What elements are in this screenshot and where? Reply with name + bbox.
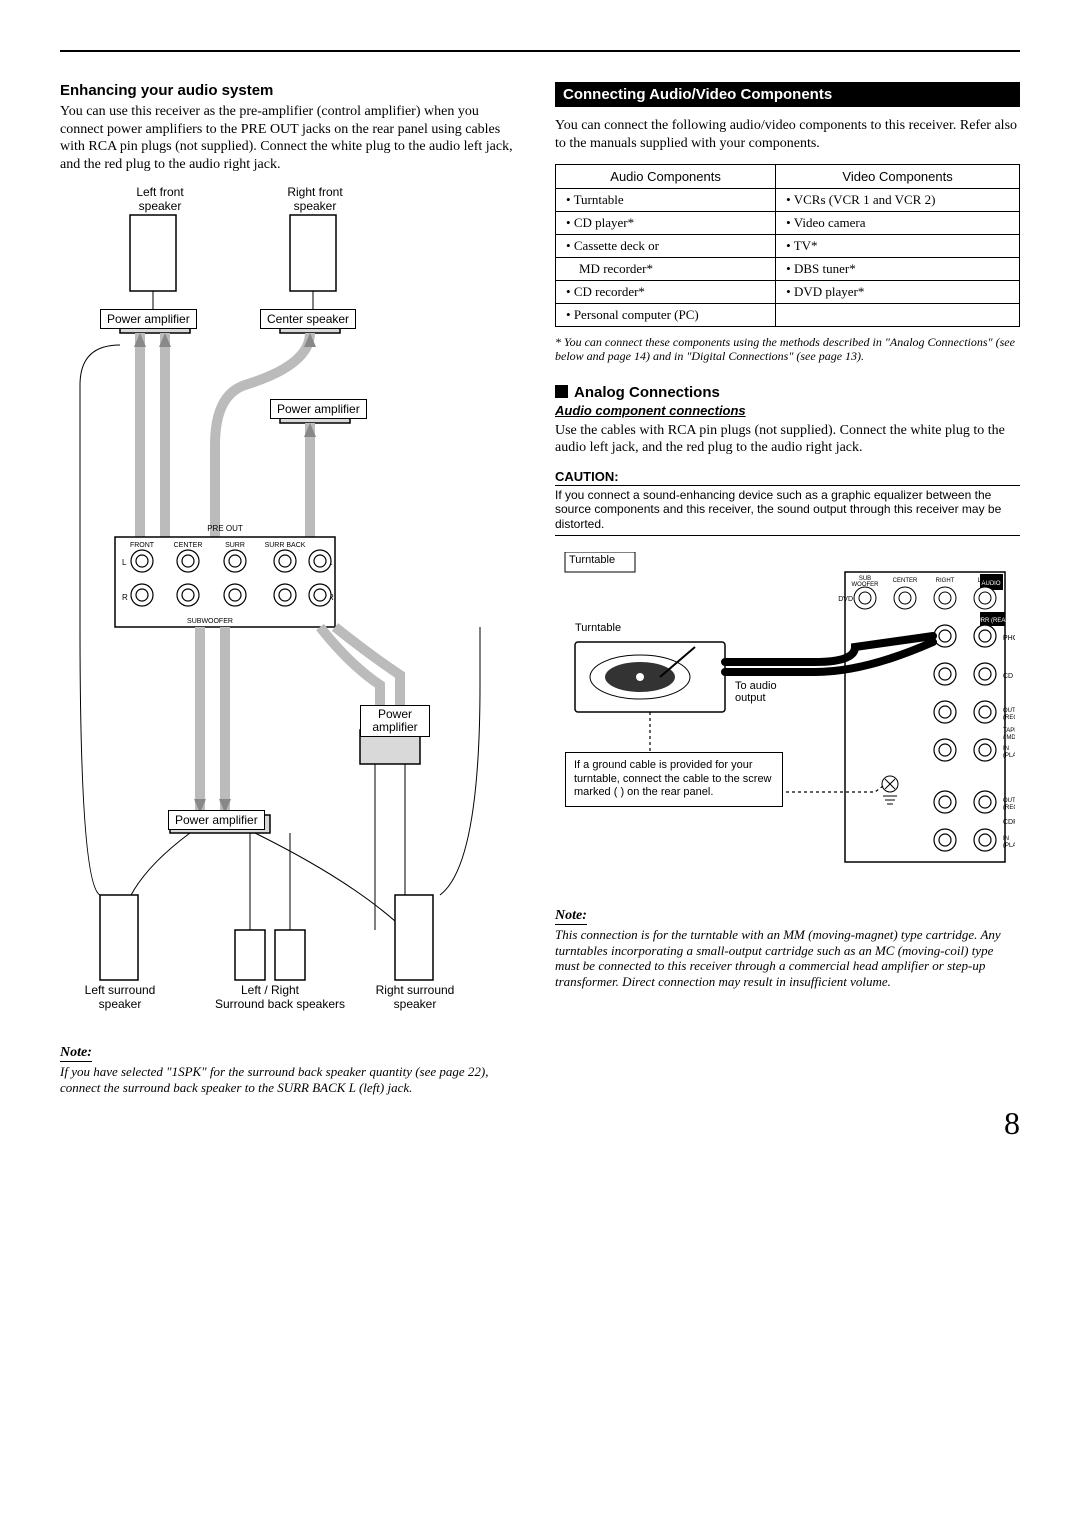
label-pa2: Power amplifier [270, 399, 367, 419]
svg-text:(REC): (REC) [1003, 715, 1015, 721]
svg-text:/ MD: / MD [1003, 735, 1015, 741]
enhancing-paragraph: You can use this receiver as the pre-amp… [60, 103, 525, 173]
svg-text:DVD: DVD [838, 596, 853, 603]
connecting-intro: You can connect the following audio/vide… [555, 117, 1020, 152]
note-heading-right: Note: [555, 908, 587, 925]
svg-text:LEFT: LEFT [978, 578, 993, 584]
page-number: 8 [60, 1105, 1020, 1142]
tt-title: Turntable [569, 554, 615, 566]
ground-note: If a ground cable is provided for your t… [565, 752, 783, 807]
svg-text:WOOFER: WOOFER [852, 582, 880, 588]
th-video: Video Components [776, 165, 1020, 189]
caution-heading: CAUTION: [555, 469, 1020, 486]
label-rf: Right front speaker [270, 185, 360, 213]
note-body: If you have selected "1SPK" for the surr… [60, 1064, 525, 1095]
svg-text:CD: CD [1003, 673, 1013, 680]
svg-text:(PLAY): (PLAY) [1003, 843, 1015, 849]
svg-text:SURR BACK: SURR BACK [265, 542, 306, 549]
svg-text:(REC): (REC) [1003, 805, 1015, 811]
svg-text:FRONT: FRONT [130, 542, 155, 549]
enhancing-heading: Enhancing your audio system [60, 82, 525, 99]
svg-text:OUT: OUT [1003, 708, 1015, 714]
svg-text:PRE OUT: PRE OUT [207, 524, 243, 533]
label-pa3: Power amplifier [360, 705, 430, 737]
svg-text:R: R [122, 593, 128, 602]
caution-body: If you connect a sound-enhancing device … [555, 488, 1020, 536]
svg-text:RIGHT: RIGHT [936, 578, 955, 584]
svg-text:SURR: SURR [225, 542, 245, 549]
svg-text:CENTER: CENTER [174, 542, 203, 549]
svg-text:TAPE: TAPE [1003, 728, 1015, 734]
svg-text:PHONO: PHONO [1003, 635, 1015, 642]
svg-text:SURR (REAR): SURR (REAR) [972, 618, 1011, 624]
svg-text:SUBWOOFER: SUBWOOFER [187, 618, 233, 625]
note-body-right: This connection is for the turntable wit… [555, 927, 1020, 989]
svg-text:CDR: CDR [1003, 819, 1015, 826]
svg-text:(PLAY): (PLAY) [1003, 753, 1015, 759]
label-pa4: Power amplifier [168, 810, 265, 830]
th-audio: Audio Components [556, 165, 776, 189]
tt-label: Turntable [575, 622, 621, 634]
svg-text:L: L [122, 558, 127, 567]
svg-text:IN: IN [1003, 746, 1009, 752]
svg-text:IN: IN [1003, 836, 1009, 842]
to-audio-label: To audio output [735, 680, 805, 704]
label-ls: Left surround speaker [70, 983, 170, 1011]
components-table: Audio Components Video Components • Turn… [555, 164, 1020, 327]
label-lf: Left front speaker [120, 185, 200, 213]
right-note: Note: This connection is for the turntab… [555, 908, 1020, 989]
label-lr: Left / Right [210, 983, 330, 997]
analog-paragraph: Use the cables with RCA pin plugs (not s… [555, 422, 1020, 457]
speaker-diagram: PRE OUT FRONT CENTER SURR SURR BACK L R … [60, 185, 525, 1045]
label-pa1: Power amplifier [100, 309, 197, 329]
label-rs: Right surround speaker [360, 983, 470, 1011]
label-cs: Center speaker [260, 309, 356, 329]
turntable-diagram: AUDIO SUBWOOFER CENTER RIGHT LEFT DVD SU… [555, 552, 1020, 892]
audio-conn-heading: Audio component connections [555, 403, 1020, 418]
analog-heading: Analog Connections [555, 384, 1020, 401]
connecting-banner: Connecting Audio/Video Components [555, 82, 1020, 107]
note-heading: Note: [60, 1045, 92, 1062]
label-sbs: Surround back speakers [200, 997, 360, 1011]
svg-text:CENTER: CENTER [893, 578, 918, 584]
table-footnote: * You can connect these components using… [555, 335, 1020, 364]
left-note: Note: If you have selected "1SPK" for th… [60, 1045, 525, 1095]
svg-text:OUT: OUT [1003, 798, 1015, 804]
